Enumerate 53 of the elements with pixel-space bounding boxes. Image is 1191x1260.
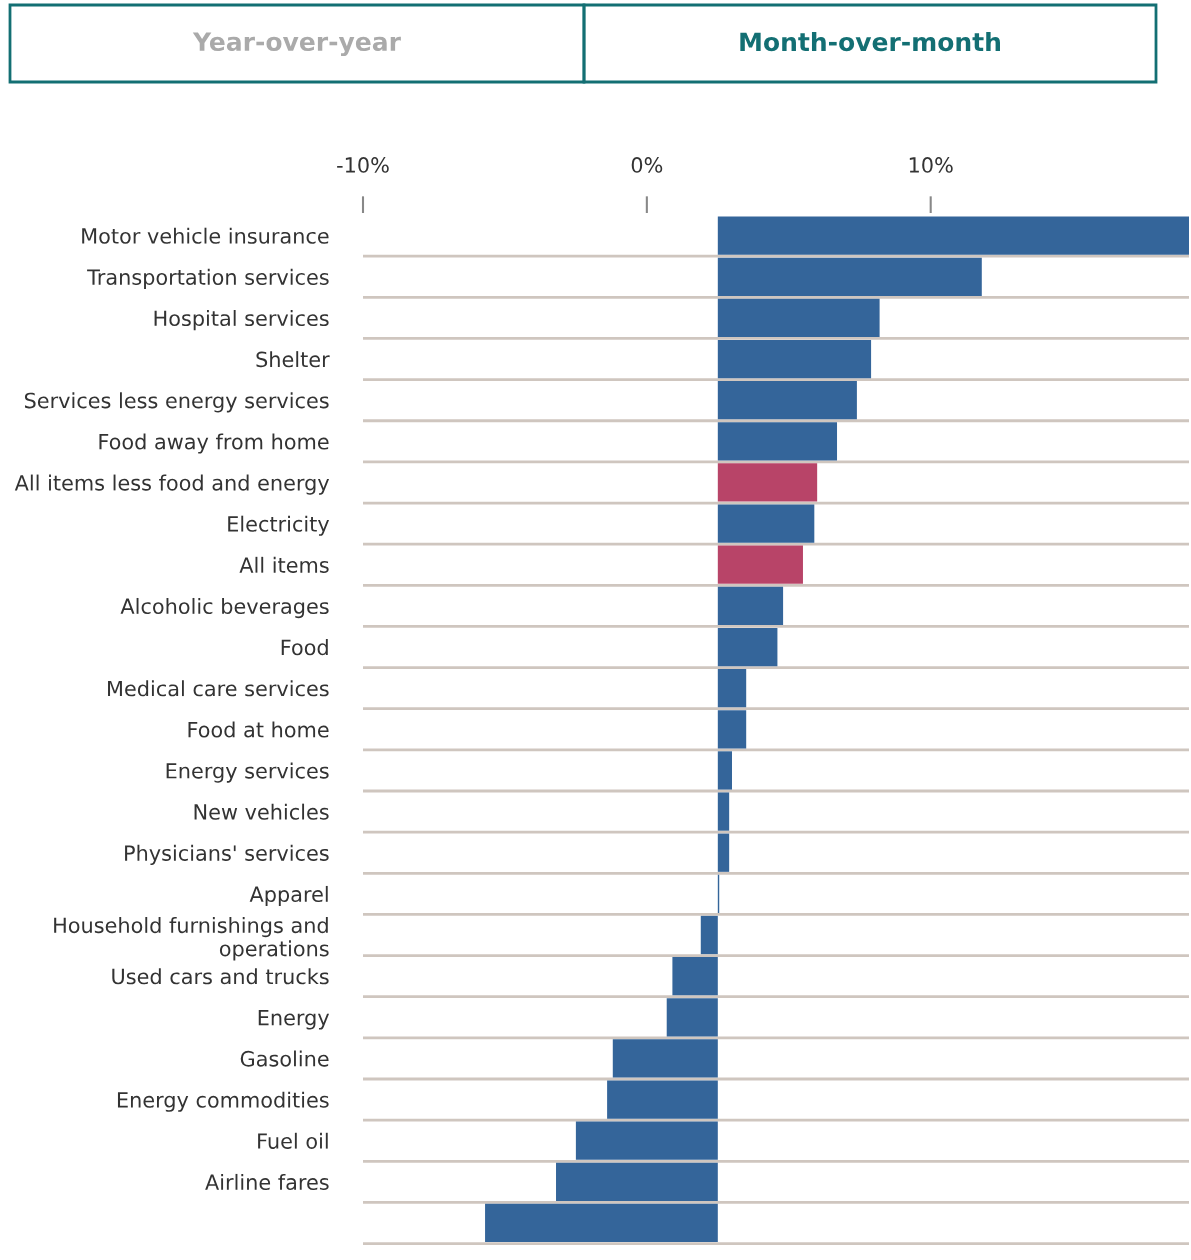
y-tick-label: Used cars and trucks — [112, 968, 329, 985]
bar — [717, 257, 982, 296]
y-tick-label: New vehicles — [194, 803, 329, 820]
bar — [717, 422, 838, 461]
bar — [717, 339, 872, 379]
bar — [700, 915, 718, 955]
y-tick-label: Alcoholic beverages — [120, 597, 329, 619]
y-tick-label: Transportation services — [87, 268, 329, 290]
y-tick-label: Energy services — [166, 762, 329, 783]
bar — [717, 627, 778, 667]
bar — [575, 1121, 718, 1160]
bar — [717, 504, 815, 543]
bar — [717, 586, 784, 626]
bar — [717, 463, 818, 502]
y-tick-label: Shelter — [256, 351, 330, 368]
y-tick-label: Electricity — [228, 515, 330, 536]
bar — [607, 1080, 718, 1119]
bar — [612, 1039, 718, 1078]
y-tick-label: Food — [281, 639, 328, 656]
y-tick-label: Medical care services — [108, 680, 329, 697]
y-tick-label: Energy commodities — [117, 1091, 329, 1112]
y-tick-label: Apparel — [249, 885, 328, 907]
y-tick-label: All items less food and energy — [14, 474, 330, 495]
y-tick-label: All items — [239, 556, 329, 573]
bar — [717, 216, 1189, 255]
y-tick-label: Gasoline — [240, 1050, 329, 1067]
y-tick-label: Fuel oil — [258, 1132, 328, 1149]
y-tick-label: Physicians' services — [125, 844, 329, 865]
bar — [717, 669, 747, 708]
y-tick-label: Food at home — [188, 721, 329, 738]
y-tick-label: Food away from home — [99, 433, 329, 454]
bar — [717, 751, 732, 790]
y-tick-label: Household furnishings and operations — [54, 917, 329, 961]
bar — [717, 710, 747, 749]
y-tick-label: Energy — [258, 1010, 330, 1030]
y-tick-label: Services less energy services — [24, 392, 329, 413]
bar — [717, 833, 730, 872]
y-tick-label: Airline fares — [205, 1173, 329, 1191]
bar — [666, 998, 718, 1037]
bar — [717, 545, 803, 584]
text: Year-over-year — [192, 32, 401, 57]
bar — [717, 792, 730, 831]
bar — [556, 1162, 718, 1201]
text: Month-over-month — [740, 31, 1000, 52]
y-tick-label: Hospital services — [154, 309, 329, 331]
x-tick-label: 10% — [909, 157, 953, 173]
y-tick-label: Motor vehicle insurance — [82, 227, 329, 244]
x-tick-label: 0% — [631, 157, 663, 173]
bar — [717, 381, 857, 420]
bar — [672, 957, 718, 996]
bar — [717, 298, 880, 338]
x-tick-label: -10% — [337, 157, 389, 173]
bar — [485, 1203, 718, 1243]
